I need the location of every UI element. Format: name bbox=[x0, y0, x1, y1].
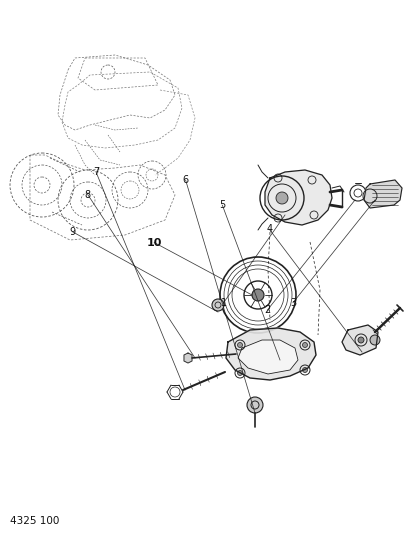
Circle shape bbox=[247, 397, 263, 413]
Text: 10: 10 bbox=[146, 238, 162, 247]
Circle shape bbox=[302, 343, 308, 348]
Circle shape bbox=[237, 370, 242, 376]
Text: 9: 9 bbox=[69, 227, 76, 237]
Circle shape bbox=[370, 335, 380, 345]
Polygon shape bbox=[265, 170, 332, 225]
Polygon shape bbox=[342, 325, 378, 355]
Text: 8: 8 bbox=[84, 190, 91, 199]
Text: 5: 5 bbox=[219, 200, 226, 210]
Text: 1: 1 bbox=[220, 298, 227, 308]
Circle shape bbox=[212, 299, 224, 311]
Circle shape bbox=[237, 343, 242, 348]
Polygon shape bbox=[226, 328, 316, 380]
Text: 4325 100: 4325 100 bbox=[10, 516, 60, 526]
Circle shape bbox=[252, 289, 264, 301]
Polygon shape bbox=[238, 340, 298, 374]
Circle shape bbox=[302, 367, 308, 373]
Text: 4: 4 bbox=[266, 224, 273, 234]
Circle shape bbox=[358, 337, 364, 343]
Polygon shape bbox=[184, 353, 192, 363]
Text: 6: 6 bbox=[182, 175, 189, 185]
Text: 7: 7 bbox=[93, 167, 99, 176]
Text: 2: 2 bbox=[264, 305, 271, 315]
Text: 3: 3 bbox=[290, 298, 296, 308]
Polygon shape bbox=[364, 180, 402, 208]
Circle shape bbox=[276, 192, 288, 204]
